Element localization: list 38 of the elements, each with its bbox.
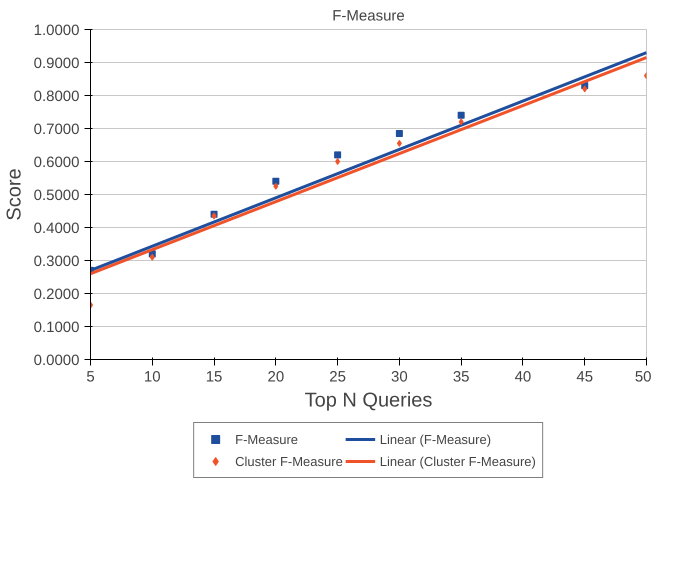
x-tick-label: 50 <box>634 368 652 386</box>
point <box>150 254 155 261</box>
x-tick-label: 35 <box>452 368 470 386</box>
y-tick-label: 0.0000 <box>34 352 80 369</box>
x-tick-label: 30 <box>391 368 408 386</box>
y-axis-title: Score <box>4 168 26 221</box>
y-tick-label: 0.2000 <box>34 286 80 303</box>
point <box>458 112 465 119</box>
x-tick-label: 45 <box>576 368 594 386</box>
y-tick-label: 0.9000 <box>34 55 80 72</box>
point <box>396 140 402 147</box>
y-tick-label: 0.8000 <box>34 88 80 105</box>
y-tick-label: 0.6000 <box>34 154 80 171</box>
x-tick-label: 20 <box>267 368 284 386</box>
point <box>582 85 588 92</box>
y-tick-label: 0.1000 <box>34 319 80 336</box>
y-tick-label: 0.5000 <box>34 187 80 204</box>
x-tick-label: 25 <box>329 368 346 386</box>
x-tick-label: 5 <box>86 368 95 386</box>
point <box>334 151 342 158</box>
point <box>272 178 280 185</box>
y-tick-label: 0.7000 <box>34 121 80 138</box>
point <box>273 182 278 190</box>
point <box>335 158 340 165</box>
legend-label: F-Measure <box>235 432 298 446</box>
x-axis-title: Top N Queries <box>304 390 432 412</box>
legend-label: Linear (Cluster F-Measure) <box>380 454 536 468</box>
y-tick-label: 1.0000 <box>34 22 80 39</box>
y-tick-label: 0.3000 <box>34 253 80 270</box>
point <box>458 118 464 126</box>
legend-label: Cluster F-Measure <box>235 454 343 468</box>
x-tick-label: 40 <box>514 368 532 386</box>
legend-label: Linear (F-Measure) <box>380 432 492 446</box>
y-tick-label: 0.4000 <box>34 220 80 237</box>
x-tick-label: 15 <box>206 368 222 386</box>
point <box>396 130 403 137</box>
x-tick-label: 10 <box>144 368 161 386</box>
chart-title: F-Measure <box>332 8 405 24</box>
